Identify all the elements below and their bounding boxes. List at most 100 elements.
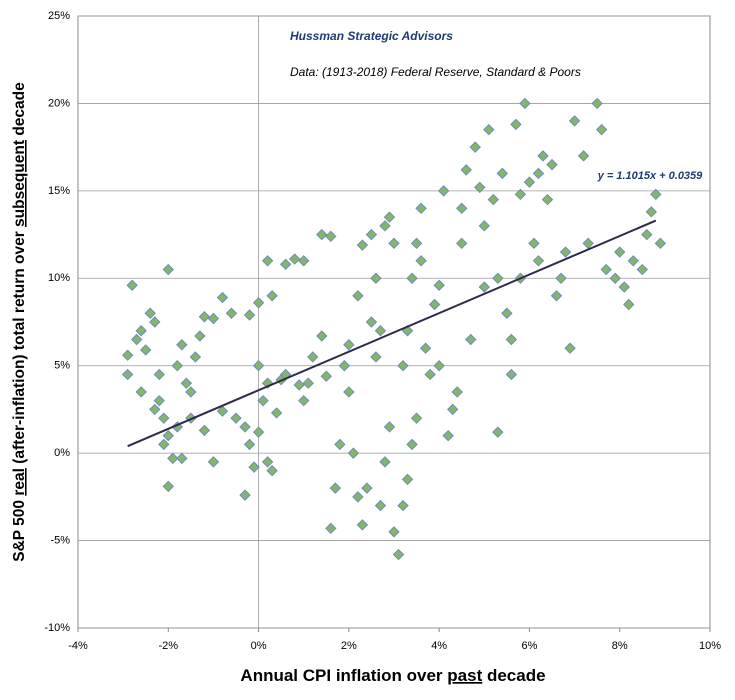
point — [437, 185, 450, 197]
point — [216, 405, 229, 417]
point — [383, 211, 396, 223]
x-tick-label: 8% — [612, 640, 628, 652]
point — [149, 403, 161, 416]
point — [320, 370, 332, 382]
point — [135, 325, 147, 337]
point — [415, 255, 427, 267]
point — [189, 351, 202, 363]
point — [347, 447, 360, 459]
point — [428, 298, 441, 311]
point — [424, 368, 436, 381]
point — [505, 368, 518, 381]
trendline-label: y = 1.1015x + 0.0359 — [597, 170, 703, 182]
point — [185, 386, 197, 398]
point — [316, 330, 328, 342]
point — [582, 237, 594, 250]
point — [559, 246, 572, 258]
y-axis-label-part: (after-inflation) total return over — [11, 227, 28, 468]
point — [487, 193, 500, 206]
point — [162, 429, 174, 442]
y-axis-label: S&P 500 real (after-inflation) total ret… — [11, 82, 28, 562]
point — [406, 438, 418, 451]
point — [216, 291, 229, 304]
point — [171, 360, 184, 372]
point — [180, 377, 193, 389]
point — [162, 480, 174, 493]
point — [401, 473, 414, 486]
point — [153, 368, 165, 381]
point — [153, 394, 165, 407]
point — [279, 258, 292, 271]
point — [365, 228, 378, 241]
y-tick-label: 0% — [54, 447, 70, 459]
point — [144, 307, 156, 319]
point — [568, 115, 581, 127]
point — [442, 429, 454, 442]
point — [492, 426, 504, 438]
point — [388, 237, 400, 250]
chart-subtitle: Data: (1913-2018) Federal Reserve, Stand… — [290, 65, 581, 79]
point — [365, 316, 378, 328]
chart-title: Hussman Strategic Advisors — [290, 29, 453, 43]
point — [410, 412, 423, 424]
point — [135, 386, 147, 398]
point — [343, 339, 355, 351]
point — [379, 220, 391, 232]
point — [641, 228, 653, 241]
point — [167, 452, 179, 465]
point — [352, 491, 364, 503]
point — [456, 237, 468, 250]
y-axis-label-part: subsequent — [11, 140, 28, 227]
point — [121, 349, 134, 361]
point — [555, 272, 567, 284]
point — [465, 333, 477, 346]
y-tick-label: 15% — [48, 185, 70, 197]
point — [406, 272, 418, 284]
point — [546, 158, 558, 171]
point — [149, 316, 161, 328]
point — [591, 97, 603, 110]
point — [126, 279, 138, 291]
point — [239, 421, 251, 433]
y-axis-label-part: S&P 500 — [11, 496, 28, 562]
point — [293, 379, 305, 391]
x-axis-label-part: decade — [482, 666, 545, 685]
point — [307, 351, 319, 363]
point — [446, 403, 459, 416]
point — [392, 548, 405, 561]
y-tick-label: -10% — [44, 622, 70, 634]
point — [532, 255, 545, 267]
point — [478, 220, 490, 232]
point — [523, 176, 536, 188]
point — [356, 519, 369, 531]
point — [595, 123, 608, 136]
point — [361, 482, 373, 494]
point — [397, 360, 409, 372]
point — [225, 307, 238, 319]
point — [121, 368, 134, 381]
point — [288, 253, 301, 265]
point — [261, 456, 274, 468]
point — [636, 263, 648, 276]
point — [541, 193, 554, 206]
point — [383, 421, 396, 433]
point — [239, 489, 251, 501]
point — [325, 230, 337, 243]
point — [415, 202, 427, 215]
point — [334, 438, 346, 451]
point — [505, 333, 518, 346]
y-axis-label-part: decade — [11, 82, 28, 140]
point — [266, 290, 278, 302]
point — [618, 281, 630, 293]
point — [316, 228, 328, 241]
point — [158, 412, 170, 424]
point — [302, 377, 314, 389]
point — [298, 255, 310, 267]
x-tick-label: 10% — [699, 640, 721, 652]
x-tick-label: -4% — [68, 640, 88, 652]
point — [243, 438, 256, 451]
point — [194, 330, 206, 342]
y-tick-label: -5% — [50, 534, 70, 546]
point — [609, 272, 621, 284]
point — [388, 526, 400, 538]
